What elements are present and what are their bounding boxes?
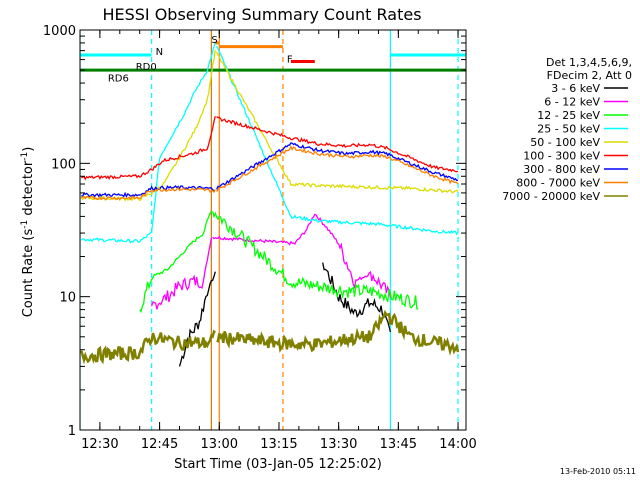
annotation-label: F [287,55,293,66]
series-line [322,262,392,333]
y-axis-label-sup2: -1 [20,152,30,161]
legend: Det 1,3,4,5,6,9,FDecim 2, Att 03 - 6 keV… [502,56,632,203]
x-tick-label: 14:00 [439,437,476,452]
series-line [80,186,216,201]
y-tick-label: 1 [68,424,76,439]
legend-entry-label: 3 - 6 keV [551,82,600,95]
series-line [178,271,216,367]
y-axis-label-part2: detector [21,160,36,220]
y-axis-label: Count Rate (s-1 detector-1) [20,147,36,318]
series-line [139,210,212,314]
series-line [216,144,459,193]
legend-entry-label: 100 - 300 keV [523,150,600,163]
y-axis-label-part1: Count Rate (s [21,229,36,318]
series-line [80,116,216,181]
series-line [80,49,216,202]
legend-entry-label: 7000 - 20000 keV [502,190,600,203]
y-tick-label: 10 [59,291,76,306]
y-axis-label-part3: ) [21,147,36,152]
annotation-label: N [156,47,163,58]
legend-entry-label: 800 - 7000 keV [516,177,600,190]
x-tick-label: 13:15 [260,437,297,452]
legend-entry-label: 12 - 25 keV [537,109,600,122]
legend-entry-label: 25 - 50 keV [537,123,600,136]
x-tick-label: 12:45 [141,437,178,452]
chart-title: HESSI Observing Summary Count Rates [102,5,421,24]
legend-header: FDecim 2, Att 0 [547,69,632,82]
annotation-label: S [211,35,217,46]
annotation-label: RD0 [136,62,157,73]
footer-timestamp: 13-Feb-2010 05:11 [560,467,636,476]
series-line [216,309,460,356]
series-line [81,185,216,198]
series-line [216,142,459,190]
y-tick-label: 1000 [43,24,76,39]
x-tick-label: 13:30 [320,437,357,452]
legend-header: Det 1,3,4,5,6,9, [546,56,632,69]
series-line [211,211,419,310]
series-line [216,46,459,236]
legend-entry-label: 6 - 12 keV [544,96,600,109]
x-axis-label: Start Time (03-Jan-05 12:25:02) [174,457,382,472]
y-tick-label: 100 [51,157,76,172]
x-tick-label: 13:00 [201,437,238,452]
plot-inner [80,30,466,430]
annotation-label: RD6 [108,74,129,85]
x-tick-label: 12:30 [81,437,118,452]
plot-area: N RD0 RD6 S F [80,30,466,430]
y-axis-label-sup1: -1 [20,220,30,229]
series-line [212,213,392,298]
plot-frame [79,29,467,431]
axes: 1 10 100 1000 12:30 12:45 13:00 13:15 13:30 13:45… [43,24,477,452]
series-line [80,329,217,365]
series-line [216,115,459,173]
x-tick-label: 13:45 [380,437,417,452]
series-line [150,237,212,310]
series-line [80,41,216,244]
legend-entry-label: 300 - 800 keV [523,163,600,176]
legend-entry-label: 50 - 100 keV [530,136,600,149]
series-line [215,51,459,194]
